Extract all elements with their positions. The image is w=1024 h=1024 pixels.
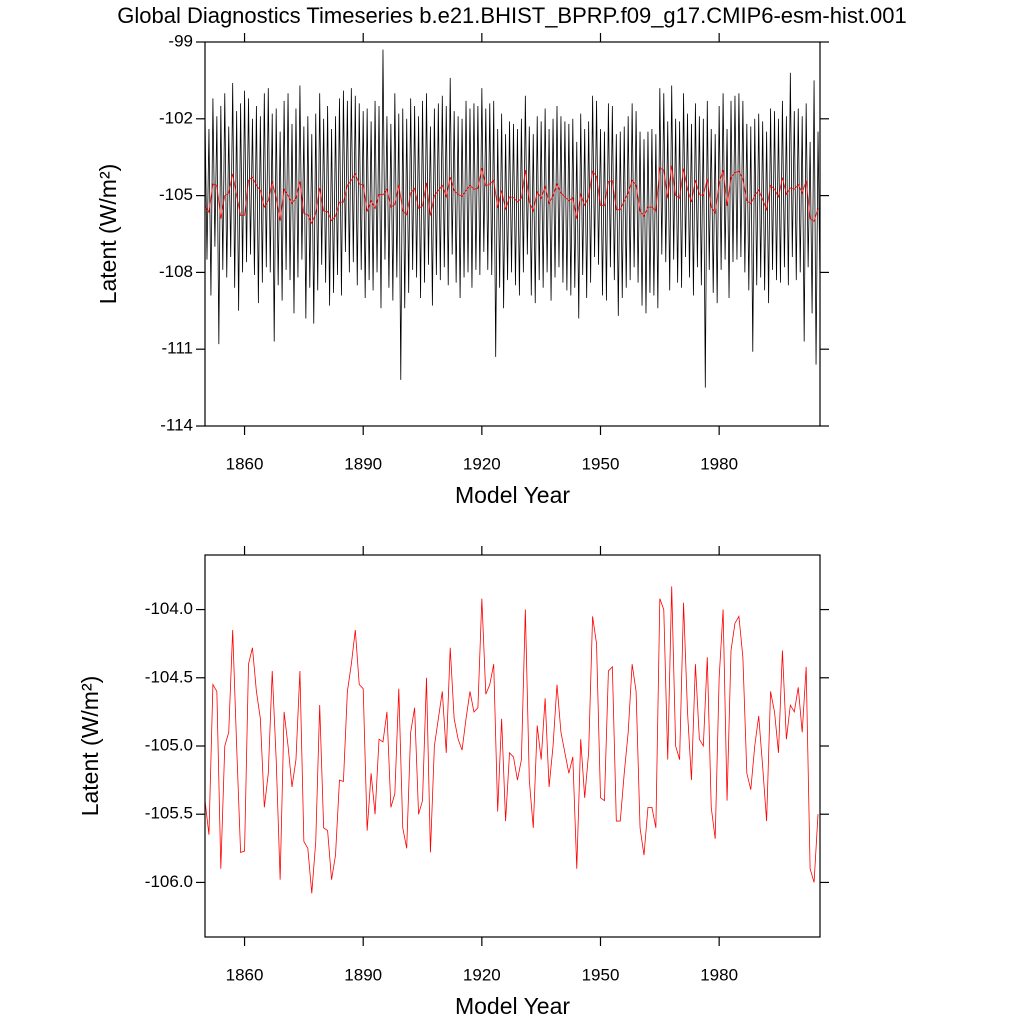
series-line	[205, 586, 819, 894]
y-tick-label: -106.0	[145, 872, 193, 891]
x-axis-label: Model Year	[455, 993, 570, 1019]
y-tick-label: -111	[161, 339, 193, 358]
x-tick-label: 1890	[344, 454, 382, 473]
y-tick-label: -105	[159, 185, 193, 204]
panel: -106.0 -105.5 -105.0 -104.5 -104.0 1860 1890 19…	[77, 546, 829, 1019]
y-tick-label: -104.5	[145, 667, 193, 686]
figure-title: Global Diagnostics Timeseries b.e21.BHIS…	[117, 3, 907, 28]
series-line	[205, 49, 820, 388]
x-tick-label: 1860	[226, 965, 264, 984]
y-axis-label: Latent (W/m²)	[95, 164, 121, 305]
y-tick-label: -104.0	[145, 599, 193, 618]
plot-frame	[204, 554, 821, 938]
y-tick-label: -102	[159, 108, 193, 127]
y-tick-label: -114	[160, 415, 193, 434]
y-axis-label: Latent (W/m²)	[77, 676, 103, 817]
y-tick-label: -99	[168, 31, 193, 50]
panel: -114 -111 -108 -105 -102 -99 1860 1890 1920 1950 1…	[95, 31, 829, 508]
x-tick-label: 1920	[463, 965, 501, 984]
x-tick-label: 1920	[463, 454, 501, 473]
y-tick-label: -108	[159, 262, 193, 281]
x-tick-label: 1950	[582, 454, 620, 473]
x-axis-label: Model Year	[455, 482, 570, 508]
x-tick-label: 1860	[226, 454, 264, 473]
y-tick-label: -105.5	[145, 804, 193, 823]
x-tick-label: 1950	[582, 965, 620, 984]
x-tick-label: 1980	[700, 454, 738, 473]
x-tick-label: 1890	[344, 965, 382, 984]
y-tick-label: -105.0	[145, 735, 193, 754]
series-line	[205, 165, 819, 225]
plot-frame	[204, 41, 821, 427]
x-tick-label: 1980	[700, 965, 738, 984]
